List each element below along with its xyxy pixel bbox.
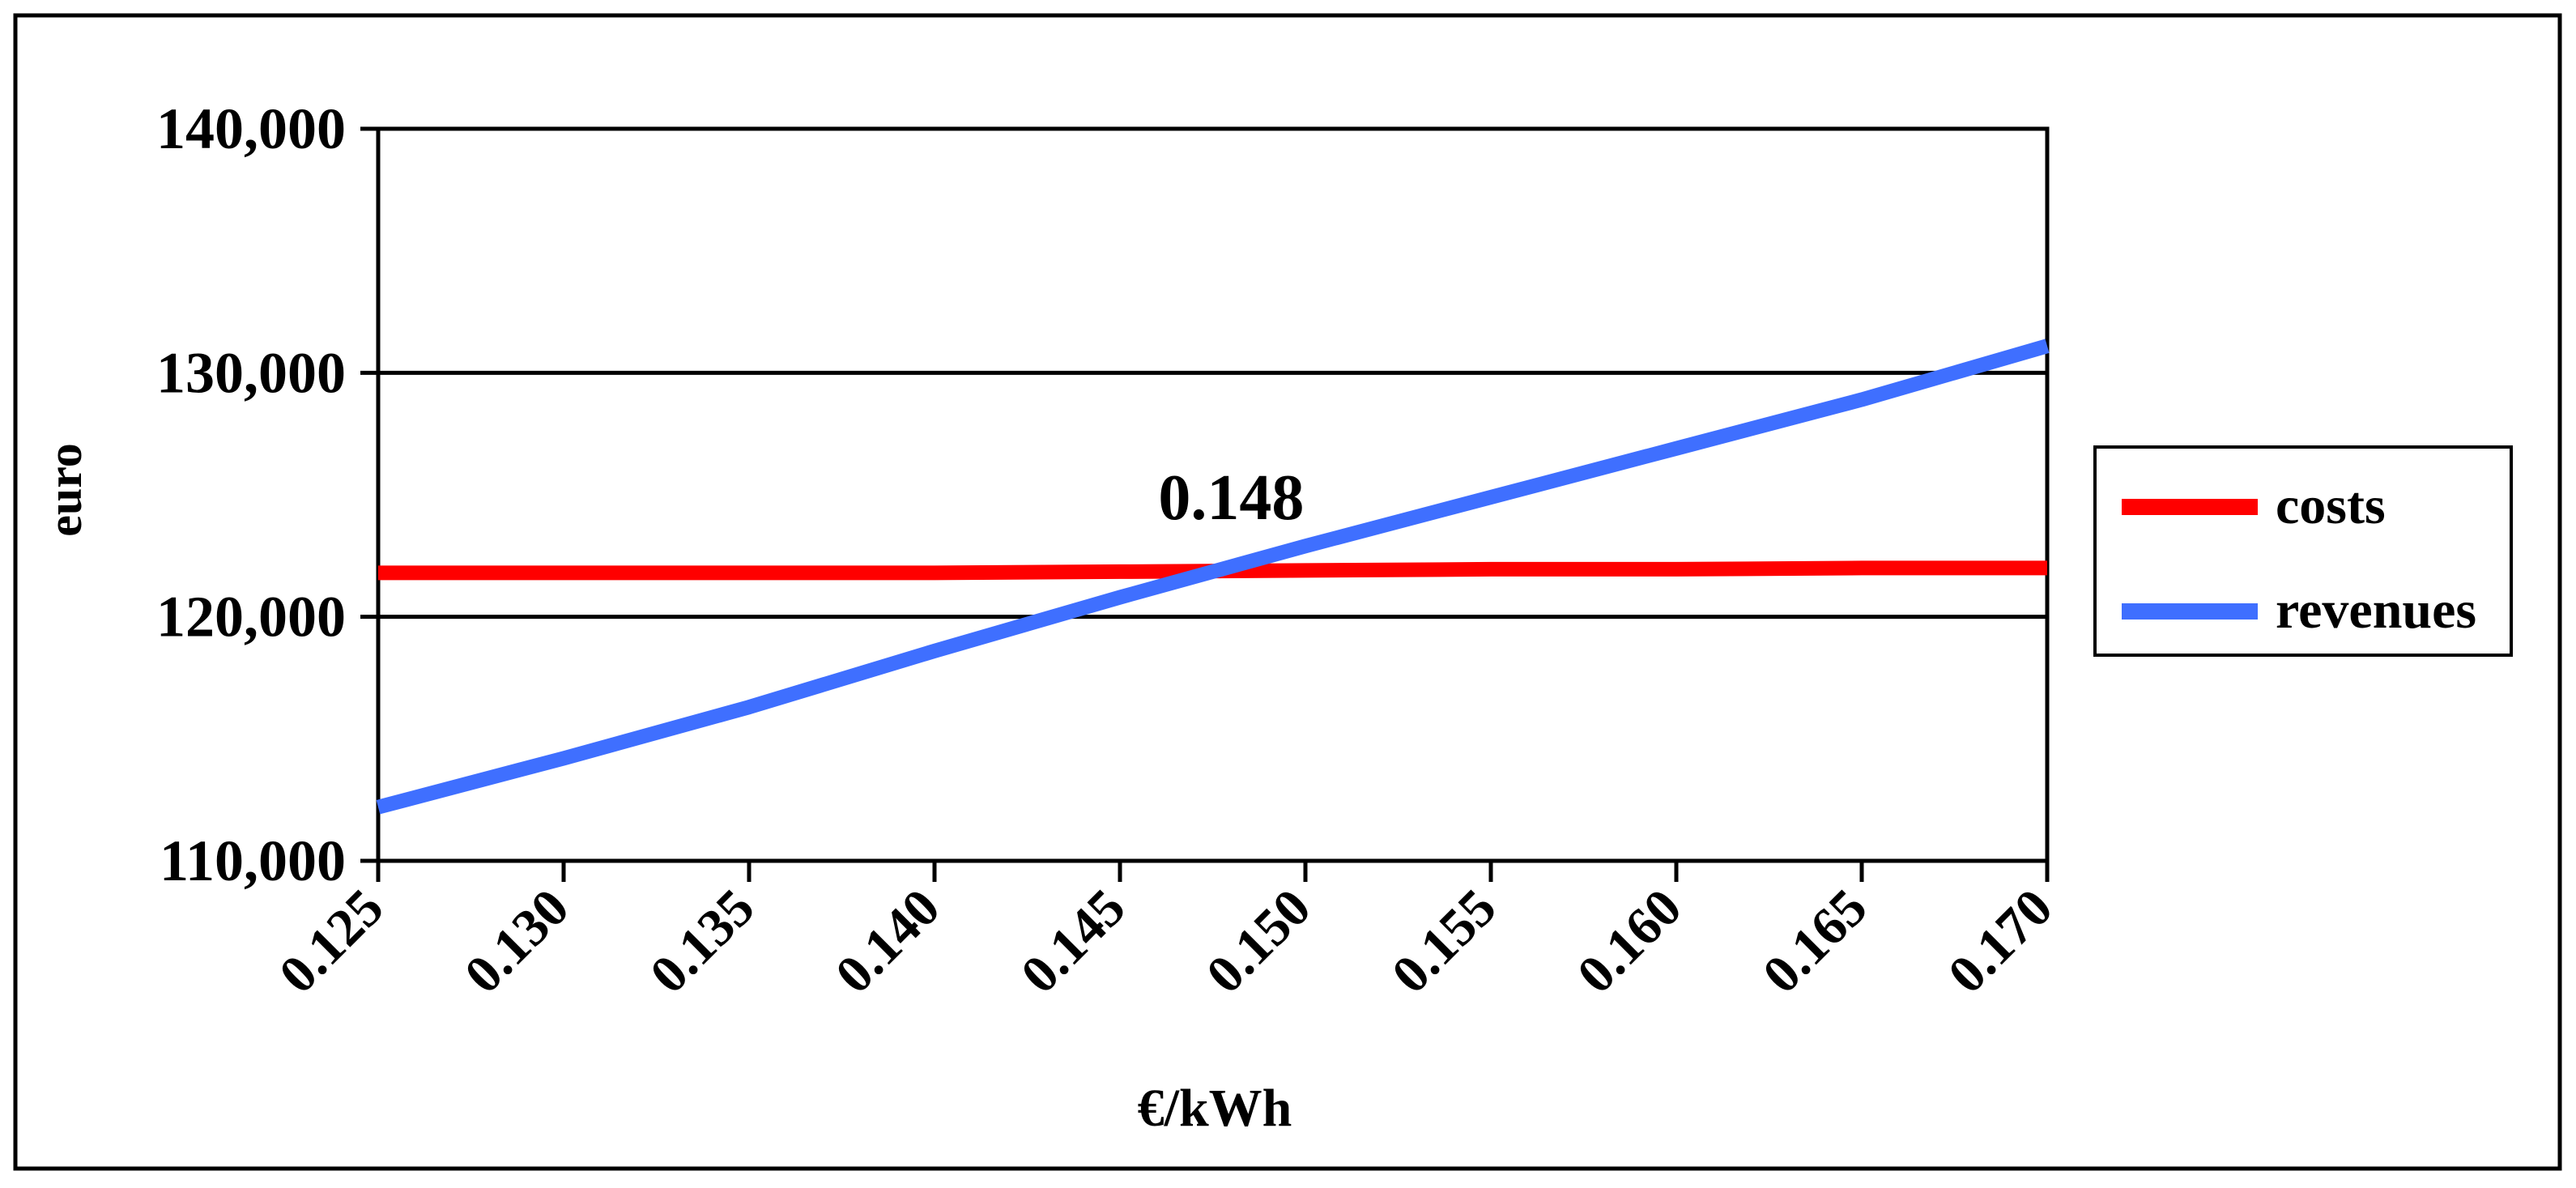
legend-label-costs: costs xyxy=(2276,476,2386,535)
y-tick-label: 130,000 xyxy=(156,340,346,405)
series-line-revenues xyxy=(376,339,2050,815)
x-axis-title: €/kWh xyxy=(1138,1079,1292,1138)
y-tick-label: 140,000 xyxy=(156,96,346,161)
annotations: 0.148 xyxy=(1158,462,1304,534)
annotation-label: 0.148 xyxy=(1158,462,1304,534)
legend-box xyxy=(2093,445,2513,657)
plot-area xyxy=(376,126,2050,863)
y-axis-title: euro xyxy=(38,443,92,537)
legend-label-revenues: revenues xyxy=(2276,581,2476,640)
y-tick-label: 120,000 xyxy=(156,585,346,649)
legend: costs revenues xyxy=(2093,445,2513,657)
series xyxy=(376,339,2050,815)
y-tick-label: 110,000 xyxy=(160,828,346,893)
